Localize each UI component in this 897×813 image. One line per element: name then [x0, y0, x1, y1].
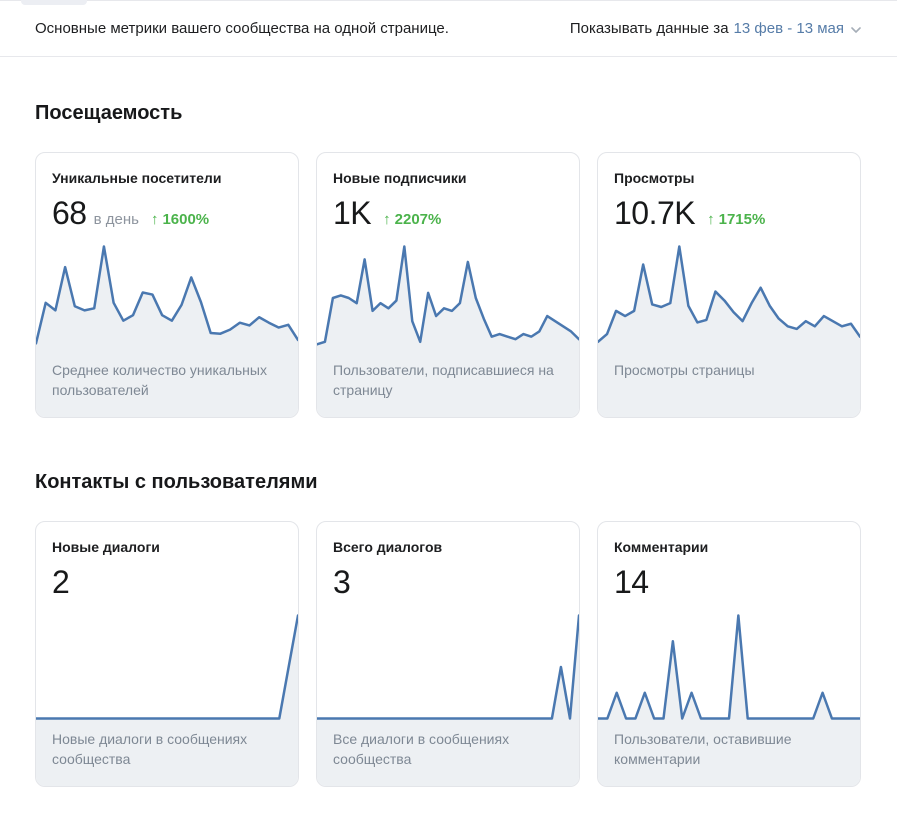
metric-description: Пользователи, подписавшиеся на страницу	[317, 351, 579, 417]
metric-title: Всего диалогов	[333, 539, 443, 555]
card-head: Просмотры 10.7K ↑ 1715%	[598, 153, 860, 229]
metric-card-comments[interactable]: Комментарии 14 Пользователи, оставившие …	[597, 521, 861, 787]
value-row: 68 в день ↑ 1600%	[52, 197, 282, 229]
page-subtitle: Основные метрики вашего сообщества на од…	[35, 20, 449, 37]
sparkline-chart	[317, 608, 579, 720]
trend-badge: ↑ 1600%	[151, 211, 209, 228]
sparkline-chart	[36, 608, 298, 720]
section-user-contacts: Контакты с пользователями Новые диалоги …	[0, 471, 897, 787]
metric-value: 68	[52, 195, 87, 231]
metric-value: 2	[52, 564, 70, 600]
value-row: 3	[333, 566, 563, 598]
tab-remnant	[21, 0, 87, 5]
metric-card-views[interactable]: Просмотры 10.7K ↑ 1715% Просмотры страниц…	[597, 152, 861, 418]
metric-title: Новые подписчики	[333, 170, 467, 186]
metric-description: Новые диалоги в сообщениях сообщества	[36, 720, 298, 786]
arrow-up-icon: ↑	[150, 211, 159, 228]
card-head: Комментарии 14	[598, 522, 860, 598]
metric-description: Пользователи, оставившие комментарии	[598, 720, 860, 786]
section-title: Посещаемость	[35, 102, 183, 124]
value-row: 1K ↑ 2207%	[333, 197, 563, 229]
metric-value-suffix: в день	[93, 211, 139, 228]
trend-badge: ↑ 2207%	[383, 211, 441, 228]
arrow-up-icon: ↑	[707, 211, 715, 228]
value-row: 14	[614, 566, 844, 598]
trend-percent: 1715%	[718, 211, 766, 228]
metric-card-new-dialogs[interactable]: Новые диалоги 2 Новые диалоги в сообщени…	[35, 521, 299, 787]
sparkline-chart	[317, 239, 579, 351]
period-control: Показывать данные за 13 фев - 13 мая	[570, 20, 861, 37]
metric-value: 14	[614, 564, 649, 600]
card-head: Новые диалоги 2	[36, 522, 298, 598]
metric-title: Комментарии	[614, 539, 709, 555]
metric-value: 3	[333, 564, 351, 600]
metric-card-new-subscribers[interactable]: Новые подписчики 1K ↑ 2207% Пользователи,…	[316, 152, 580, 418]
metric-title: Просмотры	[614, 170, 695, 186]
period-label: Показывать данные за	[569, 20, 729, 37]
trend-percent: 2207%	[394, 211, 442, 228]
metric-value: 1K	[333, 195, 372, 231]
topbar: Основные метрики вашего сообщества на од…	[0, 0, 897, 57]
metric-description: Среднее количество уникальных пользовате…	[36, 351, 298, 417]
metric-card-total-dialogs[interactable]: Всего диалогов 3 Все диалоги в сообщения…	[316, 521, 580, 787]
metric-title: Новые диалоги	[52, 539, 160, 555]
card-head: Уникальные посетители 68 в день ↑ 1600%	[36, 153, 298, 229]
card-head: Всего диалогов 3	[317, 522, 579, 598]
cards-row: Уникальные посетители 68 в день ↑ 1600% С…	[35, 152, 861, 418]
chevron-down-icon	[851, 27, 861, 33]
section-title: Контакты с пользователями	[35, 471, 318, 493]
arrow-up-icon: ↑	[383, 211, 391, 228]
card-head: Новые подписчики 1K ↑ 2207%	[317, 153, 579, 229]
value-row: 2	[52, 566, 282, 598]
value-row: 10.7K ↑ 1715%	[614, 197, 844, 229]
cards-row: Новые диалоги 2 Новые диалоги в сообщени…	[35, 521, 861, 787]
sparkline-chart	[598, 239, 860, 351]
metric-description: Просмотры страницы	[598, 351, 860, 417]
section-attendance: Посещаемость Уникальные посетители 68 в …	[0, 102, 897, 418]
metric-description: Все диалоги в сообщениях сообщества	[317, 720, 579, 786]
sparkline-chart	[36, 239, 298, 351]
trend-badge: ↑ 1715%	[707, 211, 765, 228]
trend-percent: 1600%	[162, 211, 210, 228]
metric-title: Уникальные посетители	[52, 170, 222, 186]
metric-card-unique-visitors[interactable]: Уникальные посетители 68 в день ↑ 1600% С…	[35, 152, 299, 418]
period-dropdown[interactable]: 13 фев - 13 мая	[734, 20, 861, 37]
metric-value: 10.7K	[614, 195, 696, 231]
sparkline-chart	[598, 608, 860, 720]
period-value: 13 фев - 13 мая	[733, 20, 844, 37]
